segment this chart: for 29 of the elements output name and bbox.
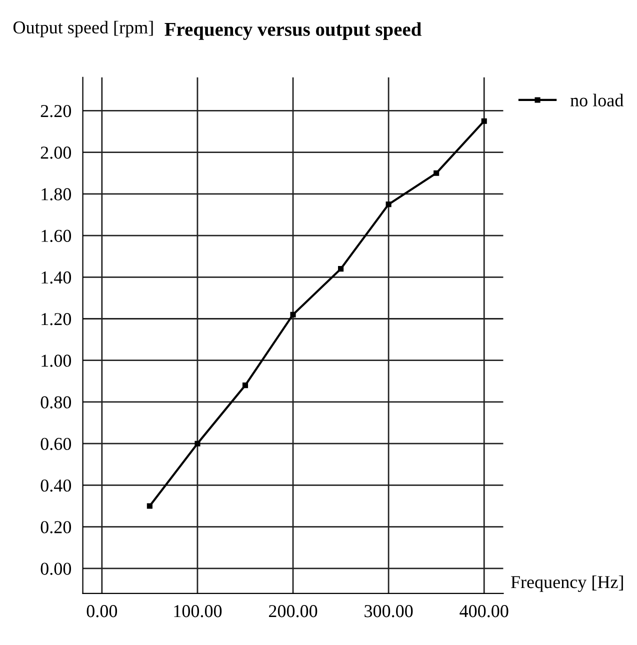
point [194, 440, 200, 446]
point [146, 503, 152, 509]
point [242, 382, 248, 388]
y-tick-label: 1.40 [42, 271, 72, 284]
y-tick-label: 2.00 [40, 146, 72, 159]
x-tick-label: 300.00 [364, 605, 413, 618]
y-tick-label: 1.60 [42, 230, 72, 242]
y-tick-label: 1.80 [42, 188, 72, 200]
y-tick-label: 0.40 [40, 479, 72, 492]
point [290, 312, 296, 318]
y-tick-label: 1.20 [42, 313, 72, 326]
y-tick-label: 1.00 [42, 354, 72, 367]
point [481, 118, 487, 124]
x-tick-label: 100.00 [174, 605, 222, 618]
point [338, 266, 344, 272]
y-tick-label: 0.20 [40, 521, 72, 534]
point [434, 170, 440, 176]
x-tick-label: 400.00 [460, 605, 508, 618]
x-axis-title: Frequency [Hz] [510, 576, 623, 592]
y-tick-label: 0.60 [40, 438, 72, 450]
x-tick-label: 200.00 [268, 605, 318, 618]
y-tick-label: 0.80 [40, 396, 72, 408]
chart-title: Frequency versus output speed [164, 22, 422, 40]
legend-label: no load [570, 94, 624, 106]
point [386, 202, 392, 208]
y-tick-label: 0.00 [40, 562, 72, 575]
y-tick-label: 2.20 [40, 104, 72, 118]
y-axis-title: Output speed [rpm] [13, 20, 153, 38]
x-tick-label: 0.00 [86, 605, 118, 618]
